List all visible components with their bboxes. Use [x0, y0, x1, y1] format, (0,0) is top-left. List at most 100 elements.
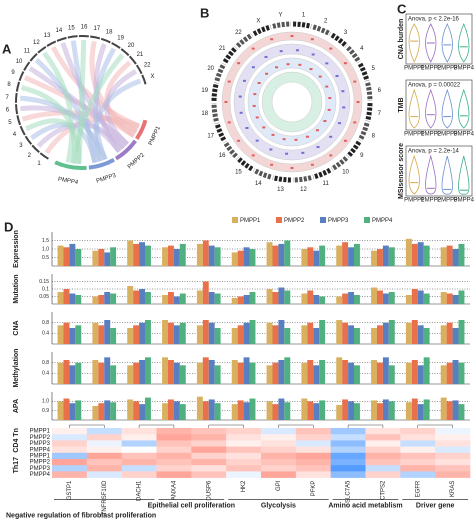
heat-cell: [261, 459, 297, 466]
chromosome-arc: [141, 74, 147, 85]
bar: [249, 362, 256, 384]
heat-cell: [400, 459, 436, 466]
bar: [458, 243, 465, 266]
bar: [423, 293, 430, 304]
y-tick-label: 0.4: [42, 331, 49, 337]
track-point: [323, 120, 327, 122]
heat-cell: [191, 465, 227, 472]
bar: [354, 295, 360, 304]
bar: [214, 365, 221, 384]
track-point: [325, 62, 329, 65]
bar: [348, 325, 355, 344]
bar: [301, 249, 308, 266]
ideogram: [357, 62, 370, 82]
bar: [284, 328, 291, 344]
legend-swatch: [320, 217, 326, 223]
bar: [348, 362, 355, 384]
heat-cell: [435, 459, 471, 466]
chromosome-arc: [39, 152, 49, 160]
bar: [145, 245, 151, 266]
y-axis-label: APA: [13, 399, 20, 413]
heat-cell: [191, 440, 227, 447]
bar: [272, 292, 279, 304]
y-axis-label: TMB: [398, 97, 405, 112]
track-point: [310, 38, 314, 41]
chromosome-label: 7: [5, 95, 9, 101]
bar: [63, 289, 70, 304]
heat-cell: [400, 434, 436, 441]
bar: [342, 322, 349, 344]
bar: [63, 247, 70, 266]
bar: [313, 365, 320, 384]
group-label: PMPP4: [57, 177, 79, 187]
heat-cell: [400, 440, 436, 447]
chromosome-label: X: [256, 18, 260, 24]
bar: [348, 292, 355, 304]
bar: [278, 243, 285, 266]
heat-cell: [121, 471, 157, 478]
bar: [319, 296, 326, 304]
heat-cell: [156, 440, 192, 447]
heat-cell: [86, 452, 122, 460]
track-point: [294, 138, 298, 141]
track-point: [318, 75, 322, 78]
heat-cell: [86, 440, 122, 447]
ribbon: [60, 42, 126, 150]
chromosome-arc: [100, 37, 111, 44]
plot-title: Anova, p = 2.2e-14: [408, 149, 460, 155]
bar: [348, 401, 355, 420]
violin: [458, 155, 470, 195]
heat-cell: [295, 446, 331, 454]
bar: [313, 403, 320, 420]
chromosome-label: 12: [33, 40, 40, 46]
bar: [354, 328, 360, 344]
bar: [301, 325, 308, 344]
bar: [301, 293, 308, 304]
bar: [110, 365, 117, 384]
chromosome-label: 21: [137, 52, 144, 58]
y-tick-label: 0.8: [42, 360, 49, 366]
bar: [179, 404, 186, 420]
column-label: CTPS2: [380, 480, 386, 500]
bar: [98, 325, 105, 344]
heat-cell: [52, 459, 88, 466]
heat-cell: [330, 428, 366, 435]
x-tick-label: PMPP4: [454, 66, 474, 72]
heat-cell: [400, 428, 436, 435]
bar: [405, 238, 412, 266]
legend-label: PMPP1: [240, 218, 261, 224]
heat-cell: [365, 446, 401, 454]
chromosome-label: 21: [219, 46, 226, 52]
heat-cell: [295, 452, 331, 460]
bar: [133, 290, 140, 304]
ideogram: [312, 167, 332, 180]
bar: [75, 362, 82, 384]
violin: [441, 88, 453, 129]
bar: [446, 245, 453, 266]
track-point: [353, 121, 357, 124]
heat-cell: [86, 434, 122, 441]
track-point: [270, 163, 274, 166]
bar: [249, 292, 256, 304]
bar: [57, 401, 64, 420]
bar: [417, 290, 424, 304]
bar: [284, 240, 291, 266]
bar: [411, 398, 418, 420]
bar: [196, 290, 203, 304]
column-label: KRAS: [450, 481, 456, 497]
ideogram: [214, 62, 227, 82]
row-label: PMPP1: [30, 453, 51, 459]
bar: [376, 362, 383, 384]
y-axis-label: Expression: [13, 230, 20, 268]
ideogram: [312, 24, 332, 37]
panel-label: C: [397, 1, 407, 16]
chromosome-label: 17: [207, 133, 214, 139]
chromosome-label: 18: [201, 111, 208, 117]
heat-cell: [226, 471, 262, 478]
x-tick-label: PMPP3: [437, 66, 458, 72]
x-tick-label: PMPP1: [404, 132, 425, 138]
bar: [145, 397, 151, 420]
ideogram: [252, 167, 272, 180]
heat-cell: [365, 465, 401, 472]
track-point: [343, 139, 347, 142]
